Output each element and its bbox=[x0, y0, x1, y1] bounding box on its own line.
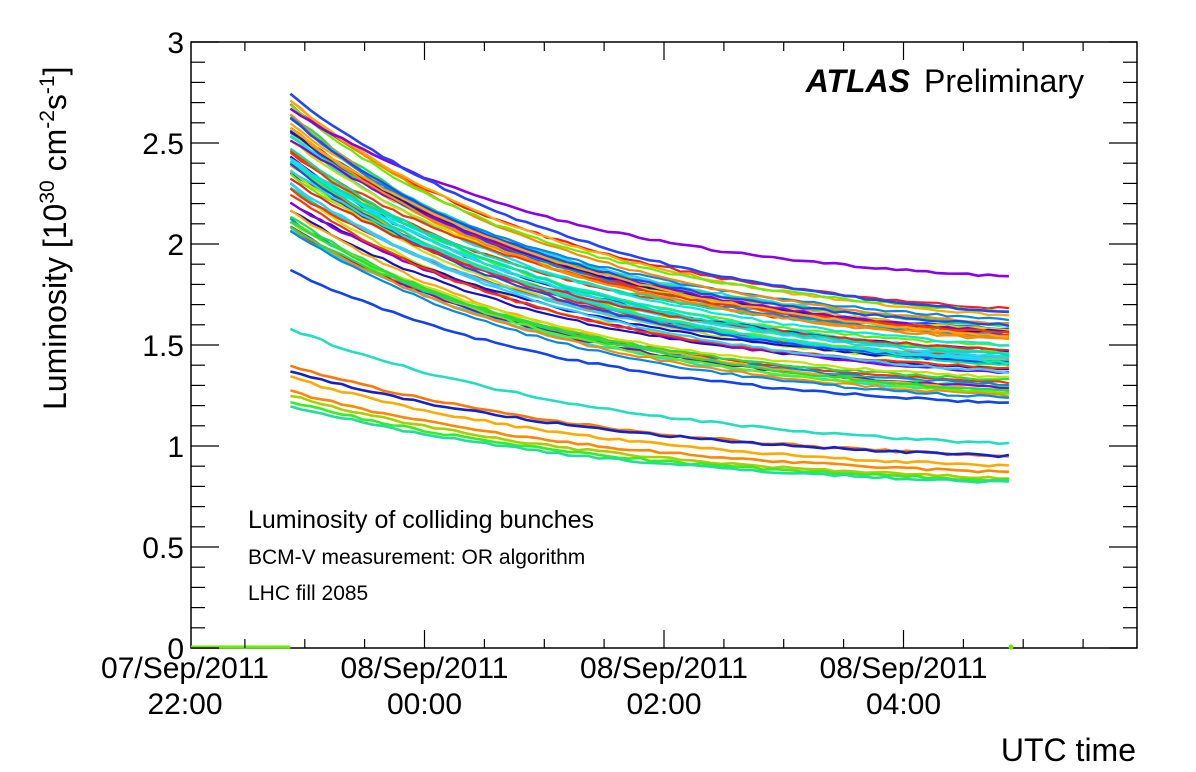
x-tick-label-time: 22:00 bbox=[147, 688, 222, 721]
series-line-bunch-low-4 bbox=[290, 370, 1010, 459]
baseline-end-point bbox=[1008, 644, 1014, 650]
band-series-line bbox=[289, 113, 1009, 333]
band-series-line bbox=[289, 99, 1009, 325]
annotation-title: Luminosity of colliding bunches bbox=[248, 506, 594, 534]
y-tick-label: 2.5 bbox=[142, 128, 184, 161]
series-line-bunch-low-7 bbox=[290, 394, 1009, 480]
y-tick-label: 1.5 bbox=[142, 330, 184, 363]
series-line-bunch-low-6 bbox=[290, 389, 1009, 474]
y-tick-label: 0.5 bbox=[142, 532, 184, 565]
band-series-line bbox=[289, 230, 1009, 399]
x-axis-title: UTC time bbox=[1001, 732, 1136, 768]
atlas-label: ATLAS Preliminary bbox=[805, 63, 1084, 99]
band-series-line bbox=[289, 226, 1010, 398]
x-tick-label-date: 08/Sep/2011 bbox=[580, 652, 748, 685]
band-series-line bbox=[289, 127, 1010, 341]
x-tick-label-time: 04:00 bbox=[866, 688, 941, 721]
y-axis: 0 0.5 1 1.5 2 2.5 3 bbox=[142, 27, 1137, 666]
band-series-line bbox=[289, 147, 1010, 357]
band-series-line bbox=[289, 170, 1010, 365]
band-series-line bbox=[289, 149, 1010, 334]
series-line-bunch-low-8 bbox=[290, 400, 1009, 482]
y-tick-label: 0 bbox=[167, 633, 184, 666]
band-series-line bbox=[289, 160, 1009, 338]
status-label: Preliminary bbox=[924, 63, 1084, 99]
band-series-line bbox=[289, 117, 1010, 327]
band-series-line bbox=[289, 193, 1009, 370]
x-tick-label-date: 08/Sep/2011 bbox=[820, 652, 988, 685]
band-series-line bbox=[289, 129, 1010, 322]
series-line-bunch-a bbox=[289, 92, 1009, 314]
x-tick-label-date: 07/Sep/2011 bbox=[101, 652, 269, 685]
band-series-line bbox=[289, 159, 1009, 366]
x-tick-label-time: 02:00 bbox=[626, 688, 701, 721]
band-series-line bbox=[289, 177, 1009, 352]
annotation-fill: LHC fill 2085 bbox=[248, 582, 368, 605]
x-tick-label-date: 08/Sep/2011 bbox=[341, 652, 509, 685]
y-tick-label: 3 bbox=[167, 27, 184, 60]
y-tick-label: 2 bbox=[167, 229, 184, 262]
series-layer bbox=[191, 92, 1014, 650]
y-axis-title: Luminosity [1030 cm-2s-1] bbox=[36, 67, 73, 411]
experiment-name: ATLAS bbox=[805, 63, 911, 99]
series-line-bunch-low-1 bbox=[289, 268, 1009, 405]
series-line-bunch-low-9 bbox=[290, 405, 1009, 484]
series-line-bunch-low-5 bbox=[290, 375, 1009, 468]
x-tick-label-time: 00:00 bbox=[387, 688, 462, 721]
band-series-line bbox=[289, 220, 1009, 392]
band-series-line bbox=[289, 127, 1009, 338]
band-series-line bbox=[289, 99, 1009, 317]
band-series-line bbox=[289, 221, 1009, 379]
x-axis: 07/Sep/201122:0008/Sep/201100:0008/Sep/2… bbox=[101, 42, 1084, 721]
y-tick-label: 1 bbox=[167, 431, 184, 464]
annotation-measurement: BCM-V measurement: OR algorithm bbox=[248, 546, 585, 569]
band-series-line bbox=[289, 225, 1009, 381]
band-series-line bbox=[289, 162, 1009, 364]
band-series-line bbox=[289, 181, 1009, 374]
series-line-bunch-low-2 bbox=[289, 327, 1010, 446]
